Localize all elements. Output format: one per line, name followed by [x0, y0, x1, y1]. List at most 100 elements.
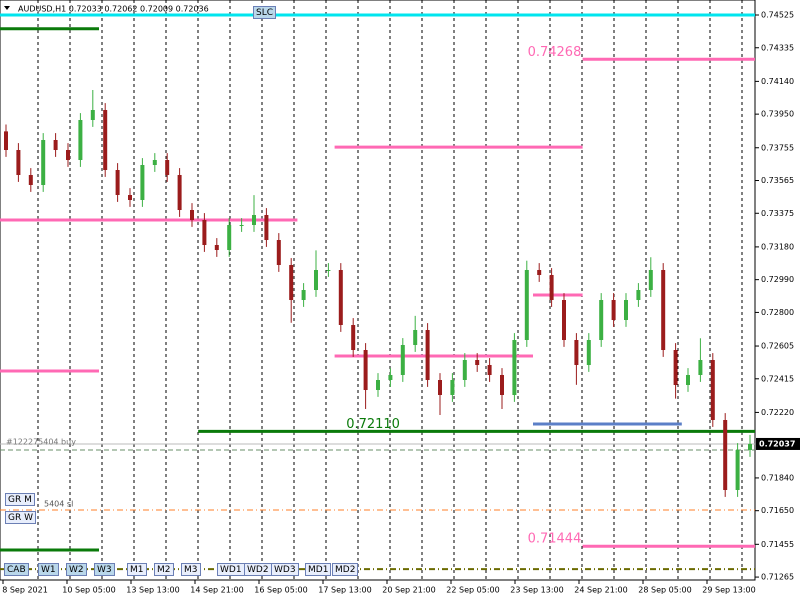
y-tick-label: 0.71650 [761, 506, 794, 515]
candle-body [202, 220, 207, 245]
y-tick-label: 0.71265 [761, 573, 794, 582]
x-tick-label: 28 Sep 05:00 [638, 586, 691, 595]
candle-body [239, 225, 244, 226]
current-price-label: 0.72037 [759, 439, 795, 448]
y-tick-label: 0.72800 [761, 308, 794, 317]
button[interactable]: W3 [94, 563, 115, 576]
level-label: 0.71444 [528, 532, 582, 547]
button[interactable]: WD1 [217, 563, 245, 576]
x-tick-label: 17 Sep 13:00 [318, 586, 371, 595]
button[interactable]: SLC [253, 6, 277, 19]
candle-body [252, 215, 256, 225]
plot-area [0, 0, 756, 581]
candle-body [723, 420, 728, 490]
y-tick-label: 0.72990 [761, 275, 794, 284]
candle-body [735, 450, 740, 490]
y-tick-label: 0.73375 [761, 209, 794, 218]
level-label: 0.74268 [528, 45, 582, 60]
button[interactable]: MD2 [332, 563, 359, 576]
y-tick-label: 0.74525 [761, 11, 794, 20]
candle-body [190, 210, 194, 220]
x-tick-label: 23 Sep 13:00 [510, 586, 563, 595]
candle-body [599, 300, 604, 340]
candle-body [165, 160, 170, 175]
y-tick-label: 0.72605 [761, 342, 794, 351]
chart-title: AUDUSD,H1 0.72033 0.72062 0.72009 0.7203… [18, 5, 209, 14]
candle-body [128, 195, 132, 200]
candle-body [326, 270, 331, 271]
button[interactable]: GR M [5, 493, 35, 506]
title-arrow [4, 6, 10, 10]
candle-body [624, 300, 628, 320]
order-annotation: #122275404 buy [6, 437, 76, 446]
candle-body [388, 375, 393, 380]
candle-body [462, 360, 467, 380]
candle-body [177, 175, 182, 210]
candle-body [475, 360, 480, 365]
candle-body [562, 300, 566, 340]
button[interactable]: M1 [127, 563, 147, 576]
candle-body [152, 160, 157, 165]
candle-body [574, 340, 579, 365]
candle-body [338, 270, 343, 325]
candle-body [41, 140, 46, 185]
candle-body [425, 330, 430, 380]
candle-body [140, 165, 145, 200]
candle-body [611, 300, 616, 320]
button[interactable]: M3 [181, 563, 201, 576]
y-tick-label: 0.72220 [761, 408, 794, 417]
button[interactable]: GR W [5, 511, 36, 524]
current-price-box [756, 437, 800, 450]
y-tick-label: 0.71840 [761, 473, 794, 482]
candle-body [314, 270, 318, 290]
candle-body [537, 270, 542, 275]
candle-body [686, 375, 690, 385]
button[interactable]: W2 [66, 563, 87, 576]
candle-body [4, 131, 8, 150]
y-tick-label: 0.73755 [761, 143, 794, 152]
x-tick-label: 10 Sep 05:00 [62, 586, 115, 595]
candle-body [264, 215, 269, 240]
candle-body [500, 375, 504, 395]
button[interactable]: WD3 [271, 563, 299, 576]
candle-body [549, 275, 554, 300]
x-tick-label: 13 Sep 13:00 [126, 586, 179, 595]
candle-body [289, 265, 294, 300]
y-tick-label: 0.74335 [761, 43, 794, 52]
candle-body [748, 443, 752, 450]
candle-body [698, 360, 703, 375]
x-tick-label: 24 Sep 21:00 [574, 586, 627, 595]
candle-body [66, 150, 70, 160]
y-tick-label: 0.73565 [761, 176, 794, 185]
candle-body [363, 350, 368, 390]
candle-body [227, 225, 232, 250]
candle-body [512, 340, 517, 395]
candle-body [487, 365, 492, 375]
button[interactable]: W1 [38, 563, 59, 576]
candle-body [115, 170, 120, 195]
y-tick-label: 0.72415 [761, 374, 794, 383]
candle-body [413, 330, 418, 345]
candle-body [214, 245, 219, 250]
y-tick-label: 0.73950 [761, 110, 794, 119]
candle-body [673, 350, 678, 385]
y-tick-label: 0.74140 [761, 77, 794, 86]
candle-body [78, 120, 83, 160]
button[interactable]: WD2 [244, 563, 272, 576]
candle-body [438, 380, 442, 395]
candle-body [103, 110, 108, 170]
button[interactable]: MD1 [305, 563, 332, 576]
button[interactable]: M2 [154, 563, 174, 576]
candle-body [710, 360, 715, 420]
x-tick-label: 14 Sep 21:00 [190, 586, 243, 595]
x-tick-label: 22 Sep 05:00 [446, 586, 499, 595]
x-tick-label: 29 Sep 13:00 [702, 586, 755, 595]
candle-body [661, 270, 666, 350]
button[interactable]: CAB [4, 563, 29, 576]
candle-body [351, 325, 356, 350]
candle-body [301, 290, 306, 300]
order-annotation: 5404 sl [44, 500, 73, 509]
candle-body [28, 175, 33, 185]
y-tick-label: 0.71455 [761, 540, 794, 549]
